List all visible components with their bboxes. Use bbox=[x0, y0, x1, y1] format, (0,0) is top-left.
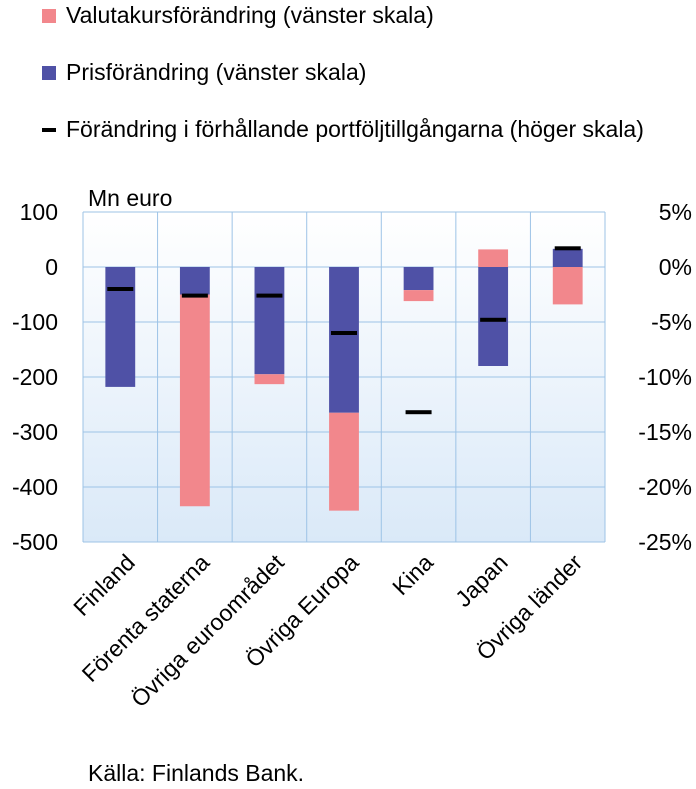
legend-item-ratio: Förändring i förhållande portföljtillgån… bbox=[42, 114, 686, 144]
category-label: Finland bbox=[68, 549, 140, 621]
price-change-bar bbox=[254, 267, 285, 375]
right-tick-label: -20% bbox=[638, 474, 692, 500]
left-axis-unit: Mn euro bbox=[88, 185, 172, 211]
right-tick-label: -15% bbox=[638, 419, 692, 445]
legend-item-fx: Valutakursförändring (vänster skala) bbox=[42, 0, 686, 30]
price-swatch bbox=[42, 66, 56, 80]
ratio-marker bbox=[480, 317, 507, 322]
right-tick-label: -25% bbox=[638, 529, 692, 555]
ratio-swatch bbox=[42, 128, 56, 132]
legend-label-ratio: Förändring i förhållande portföljtillgån… bbox=[66, 116, 644, 142]
legend-label-fx: Valutakursförändring (vänster skala) bbox=[66, 2, 434, 28]
fx-swatch bbox=[42, 9, 56, 23]
ratio-marker bbox=[256, 293, 283, 298]
right-tick-label: -10% bbox=[638, 364, 692, 390]
category-label: Japan bbox=[450, 549, 513, 612]
fx-change-bar bbox=[329, 412, 359, 511]
price-change-bar bbox=[105, 267, 136, 387]
price-change-bar bbox=[329, 267, 359, 413]
price-change-bar bbox=[478, 267, 509, 366]
fx-change-bar bbox=[552, 267, 583, 305]
fx-change-bar bbox=[179, 294, 210, 507]
ratio-marker bbox=[331, 331, 357, 335]
price-change-bar bbox=[552, 248, 583, 267]
left-tick-label: -400 bbox=[12, 474, 58, 500]
fx-change-bar bbox=[254, 374, 285, 385]
source-note: Källa: Finlands Bank. bbox=[88, 760, 305, 786]
right-tick-label: 0% bbox=[659, 254, 692, 280]
fx-change-bar bbox=[478, 249, 509, 267]
ratio-marker bbox=[554, 246, 581, 251]
left-tick-label: 0 bbox=[45, 254, 58, 280]
left-tick-label: -200 bbox=[12, 364, 58, 390]
fx-change-bar bbox=[403, 290, 434, 302]
category-label: Kina bbox=[387, 549, 438, 600]
legend-item-price: Prisförändring (vänster skala) bbox=[42, 57, 686, 87]
price-change-bar bbox=[403, 267, 434, 291]
ratio-marker bbox=[181, 293, 208, 298]
ratio-marker bbox=[107, 287, 134, 291]
right-tick-label: 5% bbox=[659, 199, 692, 225]
left-tick-label: -100 bbox=[12, 309, 58, 335]
ratio-marker bbox=[405, 410, 432, 415]
category-label: Förenta staterna bbox=[77, 549, 215, 687]
left-tick-label: 100 bbox=[20, 199, 58, 225]
right-tick-label: -5% bbox=[651, 309, 692, 335]
left-tick-label: -500 bbox=[12, 529, 58, 555]
left-tick-label: -300 bbox=[12, 419, 58, 445]
price-change-bar bbox=[179, 267, 210, 295]
legend-label-price: Prisförändring (vänster skala) bbox=[66, 59, 367, 85]
